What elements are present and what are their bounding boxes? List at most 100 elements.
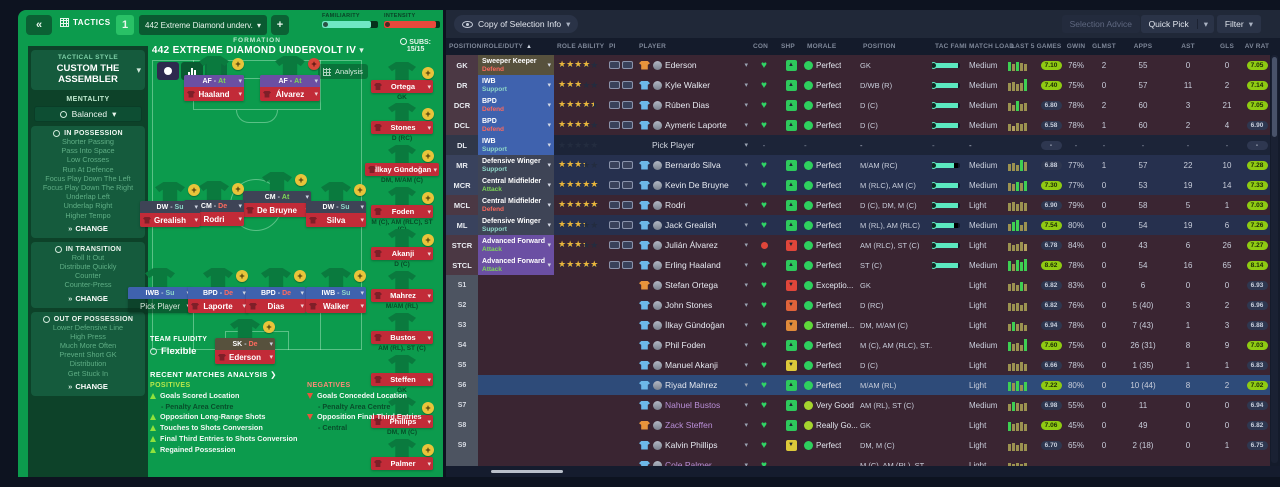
player-instructions-cell[interactable] (606, 375, 636, 395)
change-button[interactable]: » CHANGE (68, 293, 108, 303)
sub-name-selector[interactable]: Steffen ▾ (371, 373, 433, 386)
recent-matches-analysis-header[interactable]: RECENT MATCHES ANALYSIS ❯ (150, 370, 277, 379)
role-duty-cell[interactable]: Advanced Forward Attack ▾ (478, 235, 554, 255)
role-duty-selector[interactable]: BPD - De ▾ (246, 287, 306, 299)
sub-player-chip[interactable]: İlkay Gündoğan ▾ DM, M/AM (C) (365, 163, 439, 184)
player-cell[interactable]: Riyad Mahrez ▾ (636, 375, 750, 395)
position-swap-badge[interactable]: + (422, 67, 434, 79)
column-header[interactable]: ROLE ABILITY (557, 43, 605, 50)
role-duty-cell[interactable] (478, 275, 554, 295)
sub-player-chip[interactable]: Bustos ▾ AM (RL), ST (C) (371, 331, 433, 352)
player-cell[interactable]: Bernardo Silva ▾ (636, 155, 750, 175)
position-warning-badge[interactable]: + (308, 58, 320, 70)
player-cell[interactable]: Manuel Akanji ▾ (636, 355, 750, 375)
player-name-selector[interactable]: Laporte ▾ (188, 299, 248, 313)
filter-button[interactable]: Filter ▾ (1216, 15, 1261, 33)
player-instructions-cell[interactable] (606, 215, 636, 235)
player-cell[interactable]: Kalvin Phillips ▾ (636, 435, 750, 455)
player-name-selector[interactable]: Walker ▾ (306, 299, 366, 313)
sub-name-selector[interactable]: Ortega ▾ (371, 80, 433, 93)
pitch-player-chip[interactable]: DW - Su ▾ Grealish ▾ (140, 201, 200, 227)
sub-player-chip[interactable]: Steffen ▾ GK (371, 373, 433, 394)
player-instructions-cell[interactable] (606, 415, 636, 435)
formation-selector[interactable]: 442 EXTREME DIAMOND UNDERVOLT IV ▾ (118, 45, 398, 56)
change-button[interactable]: » CHANGE (68, 223, 108, 233)
sub-player-chip[interactable]: Akanji ▾ D (C) (371, 247, 433, 268)
pitch-player-chip[interactable]: BPD - De ▾ Dias ▾ (246, 287, 306, 313)
player-cell[interactable]: Aymeric Laporte ▾ (636, 115, 750, 135)
position-swap-badge[interactable]: + (422, 150, 434, 162)
player-name-selector[interactable]: Silva ▾ (306, 213, 366, 227)
position-swap-badge[interactable]: + (236, 270, 248, 282)
role-duty-cell[interactable] (478, 395, 554, 415)
player-instructions-cell[interactable] (606, 75, 636, 95)
table-row[interactable]: S5 Manuel Akanji ▾ ♥ ▼ Perfect D (C) Light 6.66 7… (446, 355, 1270, 375)
role-duty-selector[interactable]: DW - Su ▾ (140, 201, 200, 213)
pitch-player-chip[interactable]: CM - At▾De Bruyne▾ (243, 191, 311, 217)
position-swap-badge[interactable]: + (354, 184, 366, 196)
player-cell[interactable]: John Stones ▾ (636, 295, 750, 315)
role-duty-cell[interactable] (478, 355, 554, 375)
player-instructions-cell[interactable] (606, 135, 636, 155)
table-row[interactable]: S4 Phil Foden ▾ ♥ ▲ Perfect M (C), AM (RLC), S… (446, 335, 1270, 355)
sub-player-chip[interactable]: Mahrez ▾ M/AM (RL) (371, 289, 433, 310)
sub-name-selector[interactable]: Foden ▾ (371, 205, 433, 218)
position-swap-badge[interactable]: + (422, 234, 434, 246)
selection-advice-button[interactable]: Selection Advice (1061, 15, 1140, 33)
sub-player-chip[interactable]: Ortega ▾ GK (371, 80, 433, 101)
view-selector[interactable]: Copy of Selection Info ▾ (454, 15, 579, 33)
role-duty-cell[interactable] (478, 335, 554, 355)
table-header[interactable]: POSITION/ROLE/DUTY ▲ ROLE ABILITY PI PLAYER C… (446, 38, 1280, 55)
player-name-selector[interactable]: Pick Player▾ (128, 299, 192, 313)
role-duty-cell[interactable] (478, 315, 554, 335)
position-swap-badge[interactable]: + (294, 270, 306, 282)
player-instructions-cell[interactable] (606, 335, 636, 355)
role-duty-cell[interactable] (478, 375, 554, 395)
position-swap-badge[interactable]: + (232, 58, 244, 70)
player-name-selector[interactable]: Álvarez ▾ (260, 87, 320, 101)
position-swap-badge[interactable]: + (232, 183, 244, 195)
column-header[interactable]: AV RAT (1244, 43, 1270, 50)
role-duty-cell[interactable] (478, 415, 554, 435)
player-cell[interactable]: Erling Haaland ▾ (636, 255, 750, 275)
player-instructions-cell[interactable] (606, 95, 636, 115)
table-row[interactable]: MCR Central Midfielder Attack ▾ ★★★★★ ★★★★★ Ke… (446, 175, 1270, 195)
column-header[interactable]: AST (1181, 43, 1195, 50)
player-cell[interactable]: Julián Álvarez ▾ (636, 235, 750, 255)
column-header[interactable]: GWIN (1066, 43, 1086, 50)
sub-player-chip[interactable]: Stones ▾ D (RC) (371, 121, 433, 142)
sub-player-chip[interactable]: Palmer ▾ (371, 457, 433, 471)
table-row[interactable]: DL IWB Support ▾ ★★★★★ Pick Player ▾ - - - - - - - - - -… (446, 135, 1270, 155)
role-duty-selector[interactable]: IWB - Su▾ (128, 287, 192, 299)
player-cell[interactable]: Nahuel Bustos ▾ (636, 395, 750, 415)
role-duty-cell[interactable]: Advanced Forward Attack ▾ (478, 255, 554, 275)
player-cell[interactable]: Rodri ▾ (636, 195, 750, 215)
role-duty-cell[interactable] (478, 295, 554, 315)
vertical-scrollbar[interactable] (1271, 55, 1278, 463)
player-instructions-cell[interactable] (606, 115, 636, 135)
role-duty-cell[interactable]: BPD Defend ▾ (478, 115, 554, 135)
column-header[interactable]: MATCH LOAD (969, 43, 1015, 50)
table-row[interactable]: MCL Central Midfielder Defend ▾ ★★★★★ ★★★★★ Ro… (446, 195, 1270, 215)
player-instructions-cell[interactable] (606, 175, 636, 195)
role-duty-selector[interactable]: AF - At ▾ (260, 75, 320, 87)
sub-name-selector[interactable]: Bustos ▾ (371, 331, 433, 344)
sub-name-selector[interactable]: Stones ▾ (371, 121, 433, 134)
player-cell[interactable]: Rúben Dias ▾ (636, 95, 750, 115)
table-row[interactable]: S3 İlkay Gündoğan ▾ ♥ ▼ Extremel... DM, M/AM (… (446, 315, 1270, 335)
player-cell[interactable]: Ederson ▾ (636, 55, 750, 75)
role-duty-selector[interactable]: DW - Su ▾ (306, 201, 366, 213)
position-swap-badge[interactable]: + (422, 444, 434, 456)
tactics-tab[interactable]: TACTICS (60, 18, 111, 27)
role-duty-cell[interactable]: Central Midfielder Defend ▾ (478, 195, 554, 215)
player-cell[interactable]: İlkay Gündoğan ▾ (636, 315, 750, 335)
player-name-selector[interactable]: Haaland ▾ (184, 87, 244, 101)
pitch-player-chip[interactable]: BPD - De ▾ Laporte ▾ (188, 287, 248, 313)
player-name-selector[interactable]: Grealish ▾ (140, 213, 200, 227)
sub-name-selector[interactable]: Palmer ▾ (371, 457, 433, 470)
role-duty-cell[interactable]: IWB Support ▾ (478, 135, 554, 155)
tactic-slot-1[interactable]: 1 (116, 15, 134, 35)
player-cell[interactable]: Kevin De Bruyne ▾ (636, 175, 750, 195)
